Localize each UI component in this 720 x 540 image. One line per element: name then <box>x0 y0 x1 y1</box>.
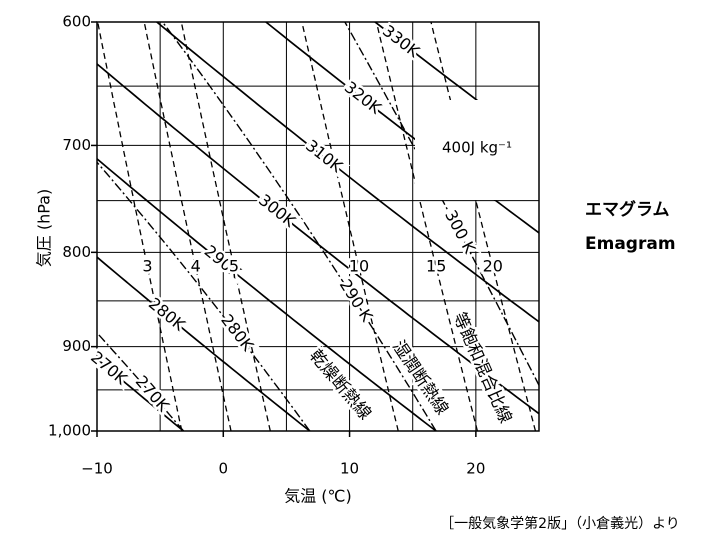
y-axis-label: 気圧 (hPa) <box>35 189 54 267</box>
y-tick-label: 800 <box>62 243 91 261</box>
y-tick-label: 1,000 <box>48 422 91 440</box>
annotation: 400J kg⁻¹ <box>442 139 512 157</box>
chart-subtitle: Emagram <box>585 234 676 254</box>
y-tick-label: 700 <box>62 136 91 154</box>
mixing-ratio-line <box>375 22 479 431</box>
y-tick-label: 600 <box>62 13 91 31</box>
plot-frame <box>96 21 540 432</box>
x-tick-label: 10 <box>340 460 359 478</box>
moist-adiabat <box>97 331 185 431</box>
x-tick-label: 0 <box>219 460 229 478</box>
annotation-box <box>415 100 539 200</box>
source: ［一般気象学第2版」（小倉義光）より <box>440 515 680 532</box>
dry-adiabat <box>97 157 437 431</box>
dry-adiabat <box>97 256 311 431</box>
mixing-ratio-line <box>97 22 183 431</box>
mixing-ratio-label: 15 <box>426 257 446 276</box>
x-tick-label: 20 <box>466 460 485 478</box>
mixing-ratio-line <box>430 22 537 431</box>
moist-adiabat <box>97 161 311 431</box>
mixing-ratio-label: 20 <box>483 257 503 276</box>
mixing-ratio-line <box>180 22 271 431</box>
mixing-ratio-label: 5 <box>229 257 239 276</box>
dry-adiabat <box>264 22 539 234</box>
dry-adiabat <box>97 62 539 415</box>
dry-adiabat <box>373 22 539 148</box>
x-tick-label: −10 <box>81 460 113 478</box>
dry-adiabat <box>155 22 539 323</box>
y-tick-label: 900 <box>62 337 91 355</box>
mixing-ratio-name: 等飽和混合比線 <box>449 310 516 427</box>
moist-adiabat <box>344 22 539 387</box>
mixing-ratio-line <box>143 22 232 431</box>
moist-adiabat-label: 300 K <box>441 207 480 257</box>
mixing-ratio-label: 4 <box>191 257 201 276</box>
dry-adiabat <box>97 357 185 431</box>
mixing-ratio-line <box>301 22 399 431</box>
x-axis-label: 気温 (℃) <box>284 487 352 506</box>
mixing-ratio-label: 3 <box>142 257 152 276</box>
moist-adiabat <box>161 22 437 431</box>
curves <box>97 22 539 431</box>
moist-adiabat-name: 湿潤断熱線 <box>388 337 452 419</box>
chart-title: エマグラム <box>585 199 670 220</box>
mixing-ratio-label: 10 <box>349 257 369 276</box>
dry-adiabat-name: 乾燥断熱線 <box>305 346 375 424</box>
